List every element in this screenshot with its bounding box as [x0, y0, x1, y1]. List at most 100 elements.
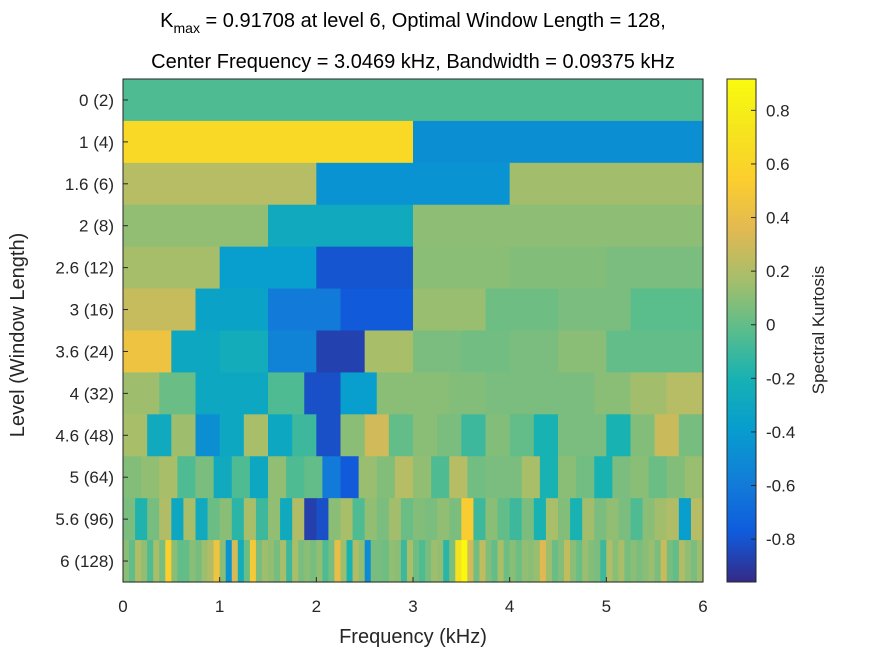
heatmap-cell	[594, 540, 601, 583]
heatmap-cell	[413, 204, 559, 248]
heatmap-cell	[666, 540, 674, 583]
heatmap-cell	[261, 540, 269, 583]
heatmap-cell	[358, 456, 378, 499]
heatmap-cell	[231, 372, 269, 415]
heatmap-cell	[413, 540, 420, 583]
heatmap-cell	[213, 540, 221, 583]
heatmap-cell	[539, 456, 559, 499]
heatmap-cell	[207, 540, 215, 583]
heatmap-cell	[364, 330, 414, 374]
heatmap-cell	[437, 498, 450, 541]
heatmap-cell	[509, 498, 523, 541]
heatmap-cell	[171, 540, 178, 583]
y-tick-label: 5 (64)	[70, 468, 114, 487]
heatmap-cell	[328, 540, 336, 583]
heatmap-cell	[413, 498, 426, 541]
heatmap-cell	[558, 372, 595, 415]
heatmap-cell	[388, 540, 396, 583]
heatmap-cell	[195, 498, 209, 541]
heatmap-cell	[558, 204, 704, 248]
x-tick-label: 0	[118, 597, 127, 616]
heatmap-cell	[521, 372, 559, 415]
y-tick-label: 3.6 (24)	[55, 342, 114, 361]
heatmap-cell	[455, 540, 462, 583]
heatmap-cell	[340, 456, 360, 499]
x-tick-label: 5	[602, 597, 611, 616]
heatmap-cell	[515, 540, 523, 583]
heatmap-cell	[666, 456, 686, 499]
heatmap-cell	[654, 414, 680, 457]
heatmap-cell	[316, 246, 414, 290]
heatmap-cell	[503, 456, 523, 499]
y-tick-label: 4.6 (48)	[55, 426, 114, 445]
heatmap-cell	[352, 498, 366, 541]
heatmap-cell	[171, 498, 185, 541]
heatmap-cell	[485, 288, 559, 332]
heatmap-cell	[376, 540, 384, 583]
heatmap-cell	[352, 540, 360, 583]
heatmap-cell	[364, 414, 390, 457]
heatmap-cell	[195, 540, 203, 583]
heatmap-cell	[358, 540, 366, 583]
x-tick-label: 2	[312, 597, 321, 616]
heatmap-cell	[660, 540, 668, 583]
heatmap-cell	[654, 498, 668, 541]
heatmap-cell	[268, 456, 287, 499]
y-tick-labels: 0 (2) 1 (4) 1.6 (6) 2 (8) 2.6 (12) 3 (16) 3.6 …	[55, 91, 128, 571]
heatmap-cell	[195, 288, 269, 332]
heatmap-cell	[594, 456, 613, 499]
heatmap-cell	[485, 372, 523, 415]
heatmap-cell	[648, 540, 656, 583]
heatmap-cell	[141, 456, 160, 499]
heatmap-cell	[286, 540, 293, 583]
y-tick-label: 1 (4)	[79, 133, 114, 152]
heatmap-cell	[576, 540, 583, 583]
heatmap-cell	[467, 456, 487, 499]
heatmap-cell	[346, 540, 354, 583]
heatmap-cell	[316, 162, 511, 206]
heatmap-cell	[334, 540, 342, 583]
heatmap-cell	[400, 498, 414, 541]
heatmap-cell	[135, 498, 148, 541]
y-tick-label: 0 (2)	[79, 91, 114, 110]
heatmap-cell	[443, 540, 450, 583]
heatmap-cell	[654, 540, 662, 583]
heatmap-cell	[280, 498, 293, 541]
x-tick-label: 4	[505, 597, 514, 616]
heatmap-cell	[388, 498, 402, 541]
heatmap-cell	[394, 540, 402, 583]
heatmap-cell	[558, 330, 607, 374]
heatmap-cell	[431, 540, 438, 583]
heatmap-cell	[527, 540, 535, 583]
heatmap-cell	[606, 330, 656, 374]
heatmap-cell	[558, 414, 583, 457]
heatmap-cell	[413, 456, 432, 499]
heatmap-cell	[123, 162, 317, 206]
heatmap-cell	[292, 498, 305, 541]
heatmap-cell	[545, 540, 553, 583]
heatmap-cell	[479, 540, 487, 583]
heatmap-cell	[437, 414, 462, 457]
heatmap-cell	[497, 540, 505, 583]
y-tick-label: 3 (16)	[70, 301, 114, 320]
heatmap-cell	[618, 498, 632, 541]
heatmap-cell	[521, 498, 535, 541]
heatmap-cell	[147, 414, 172, 457]
y-tick-label: 6 (128)	[60, 552, 114, 571]
heatmap-cell	[322, 540, 330, 583]
heatmap-cell	[286, 456, 305, 499]
heatmap-cell	[322, 456, 342, 499]
heatmap-cell	[123, 120, 414, 164]
heatmap-cell	[491, 540, 499, 583]
heatmap-cell	[255, 540, 263, 583]
chart-title-line2: Center Frequency = 3.0469 kHz, Bandwidth…	[151, 51, 675, 73]
heatmap-cell	[437, 540, 444, 583]
heatmap-cell	[473, 540, 481, 583]
heatmap-cell	[231, 456, 251, 499]
heatmap-cell	[570, 540, 577, 583]
heatmap-cell	[123, 79, 704, 122]
heatmap-cell	[159, 540, 166, 583]
heatmap-cell	[304, 498, 317, 541]
heatmap-cell	[419, 540, 426, 583]
